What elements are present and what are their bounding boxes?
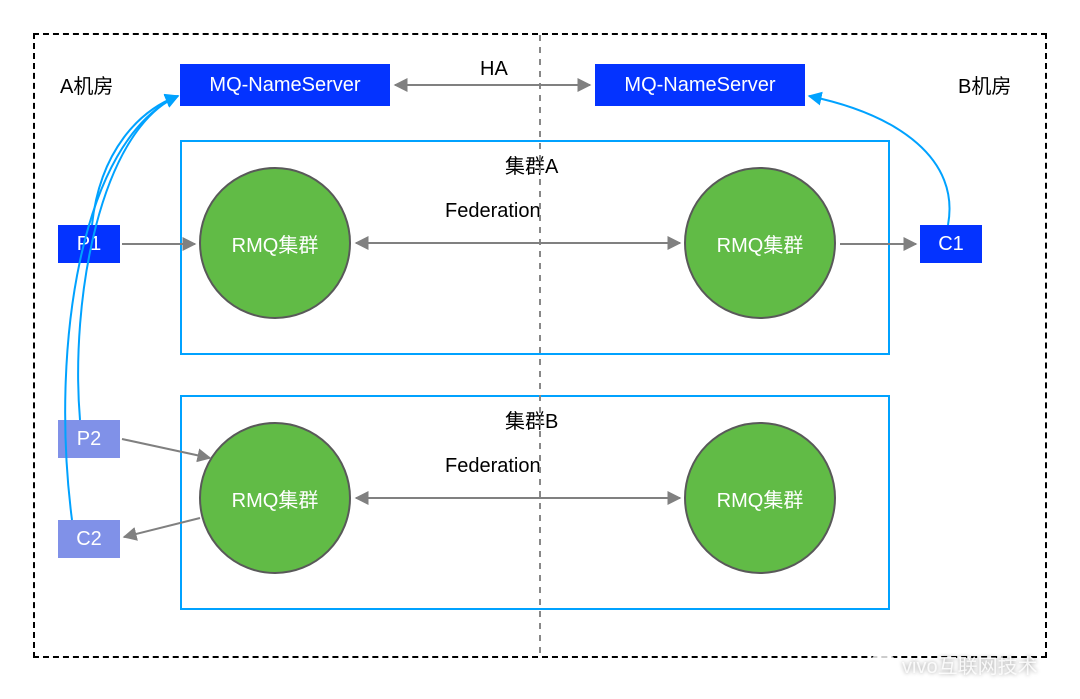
room-a-label: A机房: [60, 70, 113, 99]
room-b-label: B机房: [958, 70, 1011, 99]
producer-p2: P2: [58, 420, 120, 458]
producer-p1: P1: [58, 225, 120, 263]
consumer-c2: C2: [58, 520, 120, 558]
diagram-canvas: A机房 B机房 MQ-NameServer MQ-NameServer HA 集…: [0, 0, 1080, 699]
cluster-a-title: 集群A: [505, 150, 558, 179]
cluster-a-left-node: RMQ集群: [199, 167, 351, 319]
cluster-a-right-node: RMQ集群: [684, 167, 836, 319]
cluster-b-right-node: RMQ集群: [684, 422, 836, 574]
cluster-b-left-node: RMQ集群: [199, 422, 351, 574]
watermark-text: vivo互联网技术: [902, 650, 1038, 679]
nameserver-left: MQ-NameServer: [180, 64, 390, 106]
nameserver-right: MQ-NameServer: [595, 64, 805, 106]
cluster-b-federation-label: Federation: [445, 455, 541, 478]
ha-label: HA: [480, 58, 508, 81]
cluster-a-federation-label: Federation: [445, 200, 541, 223]
consumer-c1: C1: [920, 225, 982, 263]
wechat-icon: [870, 652, 896, 678]
cluster-b-title: 集群B: [505, 405, 558, 434]
watermark: vivo互联网技术: [870, 650, 1038, 679]
